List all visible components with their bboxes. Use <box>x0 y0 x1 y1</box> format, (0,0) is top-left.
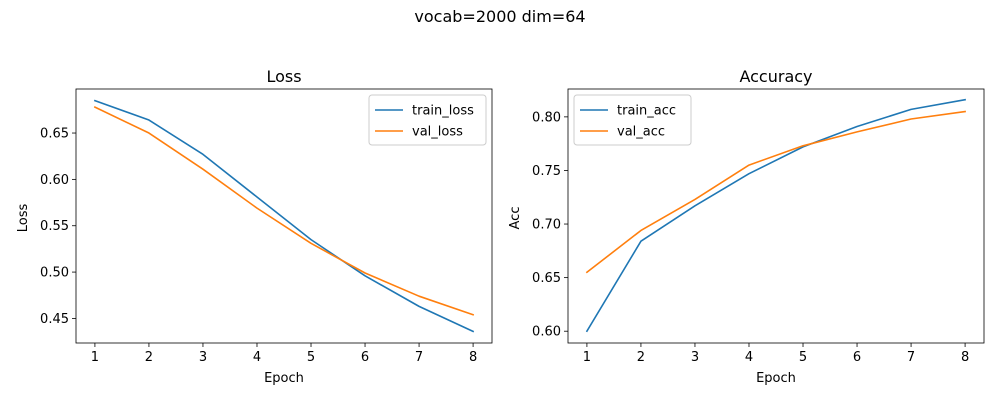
accuracy-xtick-label: 1 <box>583 350 591 365</box>
accuracy-panel-title: Accuracy <box>739 67 812 86</box>
accuracy-xaxis-label: Epoch <box>756 371 796 386</box>
loss-plot-area: 1 2 3 4 5 6 7 8 0.45 0.50 0.55 0.60 0.65 train_lossva… <box>40 88 493 365</box>
loss-axes-frame <box>75 88 493 344</box>
accuracy-xtick-label: 6 <box>853 350 861 365</box>
accuracy-series-train-acc <box>585 98 967 333</box>
accuracy-legend-label-train-acc: train_acc <box>617 104 676 119</box>
loss-panel: Loss Epoch Loss 1 2 3 4 5 6 7 8 0.45 0.50 0.55 0.60… <box>16 67 493 386</box>
loss-xtick-label: 5 <box>307 350 315 365</box>
loss-xtick-label: 6 <box>361 350 369 365</box>
accuracy-xtick-label: 7 <box>907 350 915 365</box>
accuracy-series-val-acc <box>585 110 966 274</box>
accuracy-xtick-label: 8 <box>961 350 969 365</box>
accuracy-ytick-label: 0.60 <box>532 325 561 340</box>
accuracy-legend-label-val-acc: val_acc <box>617 125 665 140</box>
loss-yaxis-label: Loss <box>16 204 31 233</box>
accuracy-axes-frame <box>567 88 985 344</box>
loss-ytick-label: 0.65 <box>40 127 69 142</box>
accuracy-xtick-label: 3 <box>691 350 699 365</box>
accuracy-plot-area: 1 2 3 4 5 6 7 8 0.60 0.65 0.70 0.75 0.80 train_accval… <box>532 88 985 365</box>
loss-ytick-label: 0.55 <box>40 219 69 234</box>
loss-ytick-label: 0.45 <box>40 312 69 327</box>
accuracy-ytick-label: 0.80 <box>532 110 561 125</box>
loss-xtick-label: 2 <box>145 350 153 365</box>
accuracy-yaxis-label: Acc <box>508 207 523 230</box>
loss-legend-box <box>368 94 487 146</box>
accuracy-ytick-label: 0.65 <box>532 271 561 286</box>
loss-ytick-label: 0.60 <box>40 173 69 188</box>
figure-suptitle: vocab=2000 dim=64 <box>414 7 585 26</box>
accuracy-xtick-label: 5 <box>799 350 807 365</box>
accuracy-legend: train_acc val_acc <box>573 94 692 146</box>
loss-xtick-label: 4 <box>253 350 261 365</box>
accuracy-ytick-label: 0.70 <box>532 218 561 233</box>
loss-ytick-label: 0.50 <box>40 266 69 281</box>
accuracy-legend-box <box>573 94 692 146</box>
loss-xtick-label: 3 <box>199 350 207 365</box>
loss-xtick-label: 1 <box>91 350 99 365</box>
accuracy-xtick-label: 4 <box>745 350 753 365</box>
loss-series-val-loss <box>93 106 475 316</box>
loss-panel-title: Loss <box>266 67 301 86</box>
loss-legend: train_loss val_loss <box>368 94 487 146</box>
loss-xtick-label: 8 <box>469 350 477 365</box>
loss-legend-label-train-loss: train_loss <box>412 104 474 119</box>
loss-series-train-loss <box>93 99 475 333</box>
loss-legend-label-val-loss: val_loss <box>412 125 463 140</box>
accuracy-ytick-label: 0.75 <box>532 164 561 179</box>
accuracy-xtick-label: 2 <box>637 350 645 365</box>
loss-xaxis-label: Epoch <box>264 371 304 386</box>
loss-xtick-label: 7 <box>415 350 423 365</box>
accuracy-panel: Accuracy Epoch Acc 1 2 3 4 5 6 7 8 0.60 0.65 0.70 0… <box>508 67 985 386</box>
